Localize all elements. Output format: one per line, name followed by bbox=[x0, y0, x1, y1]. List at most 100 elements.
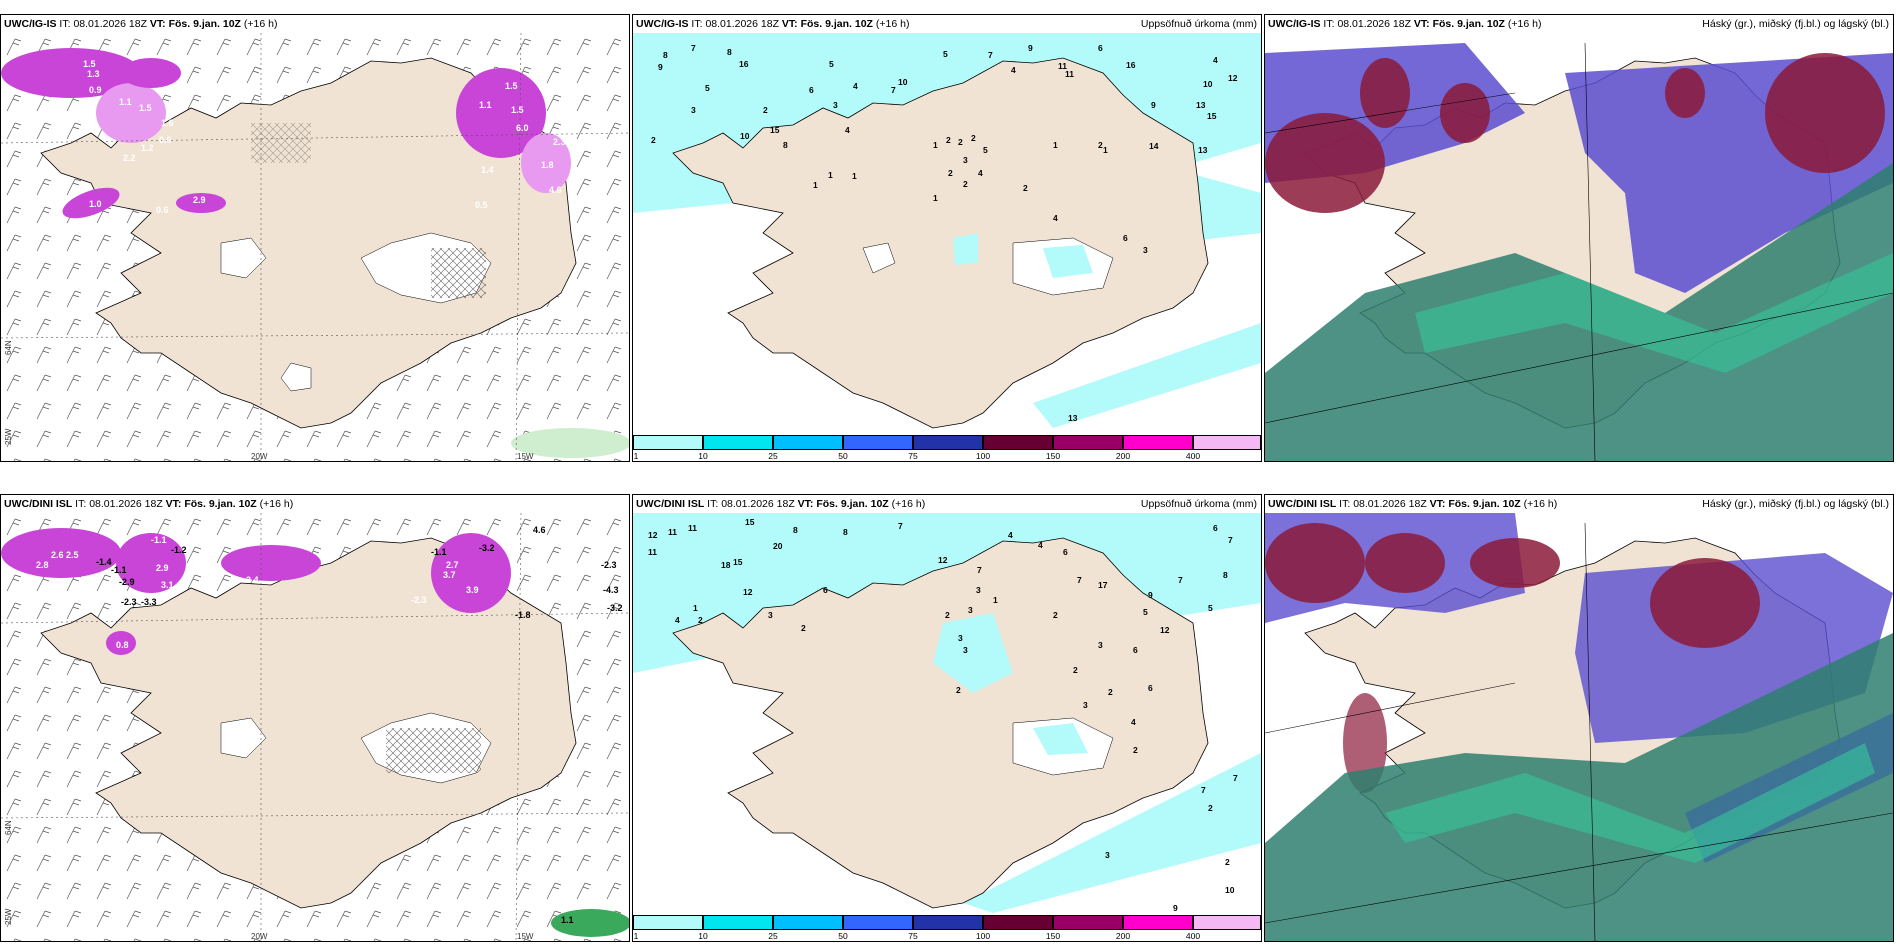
svg-text:-2.3: -2.3 bbox=[601, 560, 617, 570]
lon-label-20w: 20W bbox=[251, 932, 268, 941]
svg-text:0.9: 0.9 bbox=[11, 127, 24, 137]
svg-text:10: 10 bbox=[898, 77, 908, 87]
svg-text:4: 4 bbox=[1131, 717, 1136, 727]
graticule bbox=[1, 33, 629, 461]
svg-text:4: 4 bbox=[978, 168, 983, 178]
svg-text:1.5: 1.5 bbox=[505, 81, 518, 91]
colorbar-tick: 150 bbox=[1045, 451, 1061, 461]
colorbar-tick: 25 bbox=[768, 451, 778, 461]
svg-text:4: 4 bbox=[853, 81, 858, 91]
svg-text:7: 7 bbox=[1233, 773, 1238, 783]
svg-text:2: 2 bbox=[1225, 857, 1230, 867]
colorbar-swatch bbox=[983, 915, 1053, 930]
svg-text:5: 5 bbox=[705, 83, 710, 93]
colorbar-swatch bbox=[773, 915, 843, 930]
colorbar-tick: 10 bbox=[698, 451, 708, 461]
svg-text:2.2: 2.2 bbox=[123, 153, 136, 163]
svg-text:2: 2 bbox=[763, 105, 768, 115]
svg-text:2: 2 bbox=[971, 133, 976, 143]
svg-text:3: 3 bbox=[963, 645, 968, 655]
panel-header: UWC/IG-IS IT: 08.01.2026 18Z VT: Fös. 9.… bbox=[4, 18, 278, 30]
svg-text:12: 12 bbox=[938, 555, 948, 565]
snow-values: 3.5 5.0 2.8 2.6 2.5 -1.2 -1.4 -1.1 -2.9 … bbox=[36, 513, 623, 925]
svg-text:4: 4 bbox=[845, 125, 850, 135]
svg-text:3: 3 bbox=[968, 605, 973, 615]
svg-text:-1.1: -1.1 bbox=[431, 547, 447, 557]
svg-text:15: 15 bbox=[1207, 111, 1217, 121]
colorbar-tick: 50 bbox=[838, 931, 848, 941]
svg-text:7: 7 bbox=[1201, 785, 1206, 795]
iceland-landmass bbox=[672, 537, 1209, 909]
svg-text:3: 3 bbox=[833, 100, 838, 110]
svg-text:11: 11 bbox=[648, 547, 657, 557]
svg-text:7: 7 bbox=[691, 43, 696, 53]
colorbar-tick: 150 bbox=[1045, 931, 1061, 941]
svg-text:9: 9 bbox=[1151, 100, 1156, 110]
svg-text:9: 9 bbox=[658, 62, 663, 72]
svg-text:2: 2 bbox=[945, 610, 950, 620]
svg-text:0.6: 0.6 bbox=[159, 135, 172, 145]
colorbar-tick: 400 bbox=[1185, 451, 1201, 461]
precip-values: 12 11 11 11 15 8 8 7 20 15 12 18 4 2 1 3… bbox=[648, 517, 1238, 913]
svg-text:4: 4 bbox=[1011, 65, 1016, 75]
colorbar-swatch bbox=[1193, 435, 1261, 450]
svg-text:5: 5 bbox=[829, 59, 834, 69]
colorbar-tick: 400 bbox=[1185, 931, 1201, 941]
svg-text:3: 3 bbox=[963, 155, 968, 165]
svg-text:7: 7 bbox=[1077, 575, 1082, 585]
svg-text:13: 13 bbox=[1068, 413, 1078, 423]
svg-text:2.3: 2.3 bbox=[46, 107, 59, 117]
colorbar-swatch bbox=[703, 915, 773, 930]
colorbar: 1 10 25 50 75 100 150 200 400 bbox=[633, 433, 1261, 461]
panel-header: UWC/DINI ISL IT: 08.01.2026 18Z VT: Fös.… bbox=[4, 498, 294, 510]
wind-map: 1.5 0.9 2.3 1.3 0.9 1.1 1.5 2.2 1.2 0.6 … bbox=[1, 33, 629, 461]
svg-text:-2.3: -2.3 bbox=[411, 595, 427, 605]
snow-shading bbox=[1, 48, 629, 458]
svg-text:10: 10 bbox=[1203, 79, 1213, 89]
svg-text:10: 10 bbox=[1225, 885, 1235, 895]
colorbar-swatch bbox=[1053, 915, 1123, 930]
svg-text:4.6: 4.6 bbox=[533, 525, 546, 535]
svg-text:3: 3 bbox=[1105, 850, 1110, 860]
svg-text:11: 11 bbox=[688, 523, 697, 533]
iceland-landmass bbox=[672, 57, 1209, 429]
panel-title: Háský (gr.), miðský (fj.bl.) og lágský (… bbox=[1702, 498, 1889, 510]
svg-text:6: 6 bbox=[1148, 683, 1153, 693]
svg-text:2: 2 bbox=[956, 685, 961, 695]
svg-text:1: 1 bbox=[933, 193, 938, 203]
colorbar-swatch bbox=[1053, 435, 1123, 450]
colorbar-tick: 1 bbox=[633, 931, 639, 941]
colorbar-tick: 10 bbox=[698, 931, 708, 941]
svg-text:2: 2 bbox=[1073, 665, 1078, 675]
panel-title: Háský (gr.), miðský (fj.bl.) og lágský (… bbox=[1702, 18, 1889, 30]
svg-text:6.0: 6.0 bbox=[516, 123, 529, 133]
colorbar-tick: 200 bbox=[1115, 931, 1131, 941]
svg-text:3: 3 bbox=[1083, 700, 1088, 710]
svg-text:2.9: 2.9 bbox=[193, 195, 206, 205]
svg-text:2: 2 bbox=[963, 179, 968, 189]
svg-text:16: 16 bbox=[739, 59, 749, 69]
svg-text:2: 2 bbox=[958, 137, 963, 147]
svg-text:4: 4 bbox=[1038, 540, 1043, 550]
lon-label-25w: 25W bbox=[4, 908, 13, 925]
svg-text:-4.3: -4.3 bbox=[603, 585, 619, 595]
svg-text:8: 8 bbox=[1223, 570, 1228, 580]
svg-text:1: 1 bbox=[828, 170, 833, 180]
cloud-map bbox=[1265, 513, 1893, 941]
colorbar-swatch bbox=[843, 915, 913, 930]
svg-text:2: 2 bbox=[651, 135, 656, 145]
svg-text:1: 1 bbox=[1053, 140, 1058, 150]
svg-text:13: 13 bbox=[1198, 145, 1208, 155]
colorbar-tick: 100 bbox=[975, 931, 991, 941]
panel-title: Uppsöfnuð úrkoma (mm) bbox=[1140, 18, 1257, 30]
svg-text:2: 2 bbox=[698, 615, 703, 625]
colorbar-tick: 75 bbox=[908, 451, 918, 461]
svg-text:3: 3 bbox=[1098, 640, 1103, 650]
colorbar-tick: 100 bbox=[975, 451, 991, 461]
svg-text:8: 8 bbox=[783, 140, 788, 150]
svg-text:2: 2 bbox=[1108, 687, 1113, 697]
cloud-map bbox=[1265, 33, 1893, 461]
svg-text:-1.4: -1.4 bbox=[96, 557, 112, 567]
svg-text:4: 4 bbox=[1008, 530, 1013, 540]
svg-text:1.4: 1.4 bbox=[481, 165, 494, 175]
